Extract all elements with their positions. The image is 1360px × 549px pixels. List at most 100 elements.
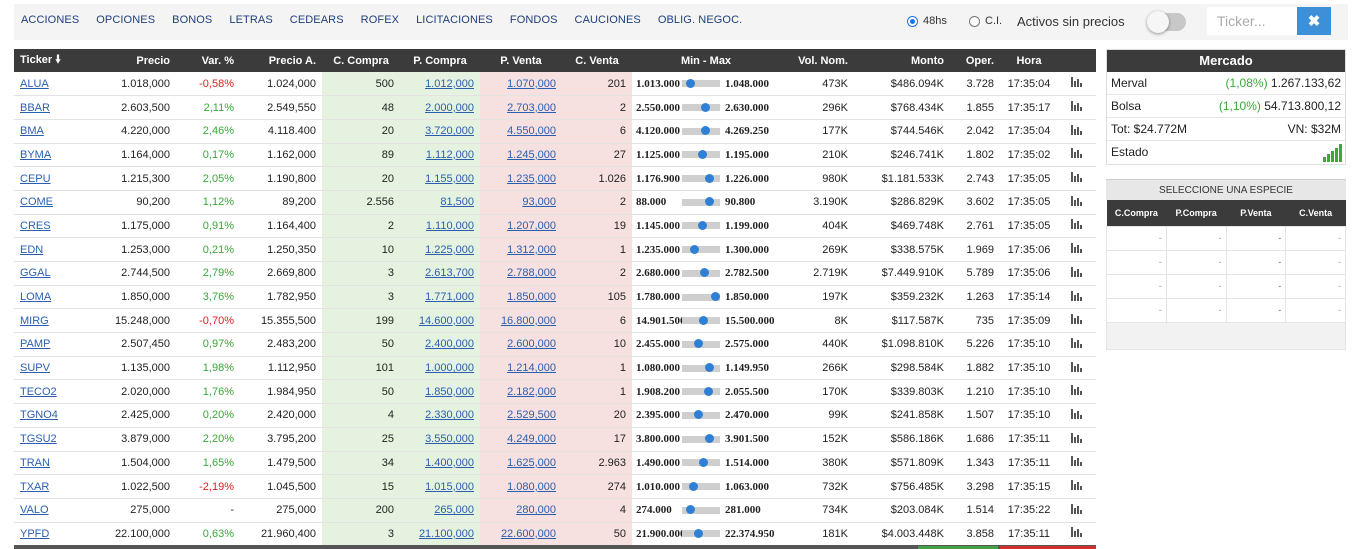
p-compra-link[interactable]: 1.225,000 xyxy=(425,243,474,256)
table-row[interactable]: TRAN 1.504,000 1,65% 1.479,500 34 1.400,000 1.… xyxy=(14,451,1096,476)
nav-cedears[interactable]: CEDEARS xyxy=(289,14,344,26)
p-compra-link[interactable]: 1.400,000 xyxy=(425,456,474,469)
bar-chart-icon[interactable] xyxy=(1071,243,1083,254)
col-precio-header[interactable]: Precio xyxy=(66,49,176,72)
p-venta-link[interactable]: 1.070,000 xyxy=(507,77,556,90)
p-venta-link[interactable]: 22.600,000 xyxy=(500,527,556,540)
bar-chart-icon[interactable] xyxy=(1071,219,1083,230)
table-row[interactable]: SUPV 1.135,000 1,98% 1.112,950 101 1.000,000 1… xyxy=(14,356,1096,381)
p-compra-link[interactable]: 1.155,000 xyxy=(425,172,474,185)
bar-chart-icon[interactable] xyxy=(1071,385,1083,396)
ticker-link[interactable]: BBAR xyxy=(20,101,50,114)
table-row[interactable]: PAMP 2.507,450 0,97% 2.483,200 50 2.400,000 2.… xyxy=(14,332,1096,357)
activos-sin-precios-toggle[interactable] xyxy=(1147,11,1186,33)
table-row[interactable]: TGSU2 3.879,000 2,20% 3.795,200 25 3.550,000 4… xyxy=(14,427,1096,452)
p-compra-link[interactable]: 81,500 xyxy=(440,196,474,209)
col-p-compra-header[interactable]: P. Compra xyxy=(400,49,480,72)
table-row[interactable]: BBAR 2.603,500 2,11% 2.549,550 48 2.000,000 2.… xyxy=(14,95,1096,120)
bar-chart-icon[interactable] xyxy=(1071,503,1083,514)
col-precio-a-header[interactable]: Precio A. xyxy=(240,49,322,72)
p-venta-link[interactable]: 1.312,000 xyxy=(507,243,556,256)
p-venta-link[interactable]: 4.550,000 xyxy=(507,125,556,138)
p-compra-link[interactable]: 1.850,000 xyxy=(425,385,474,398)
p-venta-link[interactable]: 4.249,000 xyxy=(507,433,556,446)
p-compra-link[interactable]: 2.400,000 xyxy=(425,338,474,351)
nav-letras[interactable]: LETRAS xyxy=(229,14,273,26)
table-row[interactable]: CEPU 1.215,300 2,05% 1.190,800 20 1.155,000 1.… xyxy=(14,166,1096,191)
nav-cauciones[interactable]: CAUCIONES xyxy=(574,14,641,26)
col-vol-nom-header[interactable]: Vol. Nom. xyxy=(780,49,854,72)
table-row[interactable]: TGNO4 2.425,000 0,20% 2.420,000 4 2.330,000 2.… xyxy=(14,403,1096,428)
p-compra-link[interactable]: 1.012,000 xyxy=(425,77,474,90)
p-venta-link[interactable]: 2.788,000 xyxy=(507,267,556,280)
ticker-link[interactable]: EDN xyxy=(20,243,44,256)
ticker-link[interactable]: BMA xyxy=(20,125,44,138)
table-row[interactable]: ALUA 1.018,000 -0,58% 1.024,000 500 1.012,000… xyxy=(14,72,1096,97)
table-row[interactable]: LOMA 1.850,000 3,76% 1.782,950 3 1.771,000 1.8… xyxy=(14,285,1096,310)
ticker-link[interactable]: COME xyxy=(20,196,53,209)
ticker-link[interactable]: TXAR xyxy=(20,480,50,493)
table-row[interactable]: MIRG 15.248,000 -0,70% 15.355,500 199 14.600,… xyxy=(14,308,1096,334)
bar-chart-icon[interactable] xyxy=(1071,172,1083,183)
ticker-link[interactable]: SUPV xyxy=(20,362,50,375)
table-row[interactable]: BMA 4.220,000 2,46% 4.118.400 20 3.720,000 4.5… xyxy=(14,119,1096,144)
nav-bonos[interactable]: BONOS xyxy=(172,14,213,26)
ticker-link[interactable]: BYMA xyxy=(20,148,52,161)
p-venta-link[interactable]: 1.080,000 xyxy=(507,480,556,493)
p-venta-link[interactable]: 1.207,000 xyxy=(507,219,556,232)
ticker-link[interactable]: CRES xyxy=(20,219,51,232)
p-venta-link[interactable]: 2.529,500 xyxy=(507,409,556,422)
ticker-link[interactable]: TECO2 xyxy=(20,385,57,398)
col-monto-header[interactable]: Monto xyxy=(854,49,950,72)
bar-chart-icon[interactable] xyxy=(1071,456,1083,467)
table-row[interactable]: VALO 275,000-275,000 200 265,000 280,000 4 274… xyxy=(14,498,1096,523)
nav-opciones[interactable]: OPCIONES xyxy=(96,14,156,26)
p-compra-link[interactable]: 265,000 xyxy=(434,504,474,517)
nav-licitaciones[interactable]: LICITACIONES xyxy=(416,14,493,26)
bar-chart-icon[interactable] xyxy=(1071,266,1083,277)
bar-chart-icon[interactable] xyxy=(1071,290,1083,301)
p-venta-link[interactable]: 1.214,000 xyxy=(507,362,556,375)
ticker-link[interactable]: YPFD xyxy=(20,527,50,540)
col-ticker-header[interactable]: Ticker 🠛 xyxy=(14,49,66,72)
p-venta-link[interactable]: 1.625,000 xyxy=(507,456,556,469)
ticker-link[interactable]: PAMP xyxy=(20,338,51,351)
nav-acciones[interactable]: ACCIONES xyxy=(21,14,80,26)
p-compra-link[interactable]: 2.613,700 xyxy=(425,267,474,280)
ticker-link[interactable]: ALUA xyxy=(20,77,49,90)
bar-chart-icon[interactable] xyxy=(1071,527,1083,538)
bar-chart-icon[interactable] xyxy=(1071,480,1083,491)
p-compra-link[interactable]: 1.771,000 xyxy=(425,291,474,304)
table-row[interactable]: YPFD 22.100,000 0,63% 21.960,400 3 21.100,000… xyxy=(14,522,1096,547)
table-row[interactable]: BYMA 1.164,000 0,17% 1.162,000 89 1.112,000 1.… xyxy=(14,143,1096,168)
radio-48hs[interactable] xyxy=(907,15,918,27)
bar-chart-icon[interactable] xyxy=(1071,148,1083,159)
p-venta-link[interactable]: 1.235,000 xyxy=(507,172,556,185)
col-var-header[interactable]: Var. % xyxy=(176,49,240,72)
nav-rofex[interactable]: ROFEX xyxy=(360,14,400,26)
col-p-venta-header[interactable]: P. Venta xyxy=(480,49,562,72)
ticker-link[interactable]: VALO xyxy=(20,504,49,517)
p-compra-link[interactable]: 3.550,000 xyxy=(425,433,474,446)
col-c-venta-header[interactable]: C. Venta xyxy=(562,49,632,72)
bar-chart-icon[interactable] xyxy=(1071,432,1083,443)
bar-chart-icon[interactable] xyxy=(1071,361,1083,372)
p-venta-link[interactable]: 2.600,000 xyxy=(507,338,556,351)
bar-chart-icon[interactable] xyxy=(1071,101,1083,112)
p-venta-link[interactable]: 93,000 xyxy=(522,196,556,209)
bar-chart-icon[interactable] xyxy=(1071,314,1083,325)
p-venta-link[interactable]: 1.245,000 xyxy=(507,148,556,161)
ticker-link[interactable]: TGNO4 xyxy=(20,409,58,422)
p-venta-link[interactable]: 2.182,000 xyxy=(507,385,556,398)
col-c-compra-header[interactable]: C. Compra xyxy=(322,49,400,72)
bar-chart-icon[interactable] xyxy=(1071,195,1083,206)
clear-search-button[interactable]: ✖ xyxy=(1297,7,1331,35)
toggle-knob[interactable] xyxy=(1147,11,1169,33)
table-row[interactable]: EDN 1.253,000 0,21% 1.250,350 10 1.225,000 1.3… xyxy=(14,237,1096,262)
p-venta-link[interactable]: 16.800,000 xyxy=(500,314,556,327)
settlement-48hs-option[interactable]: 48hs xyxy=(907,15,947,27)
p-venta-link[interactable]: 2.703,000 xyxy=(507,101,556,114)
p-venta-link[interactable]: 1.850,000 xyxy=(507,291,556,304)
col-oper-header[interactable]: Oper. xyxy=(950,49,1000,72)
nav-fondos[interactable]: FONDOS xyxy=(509,14,558,26)
